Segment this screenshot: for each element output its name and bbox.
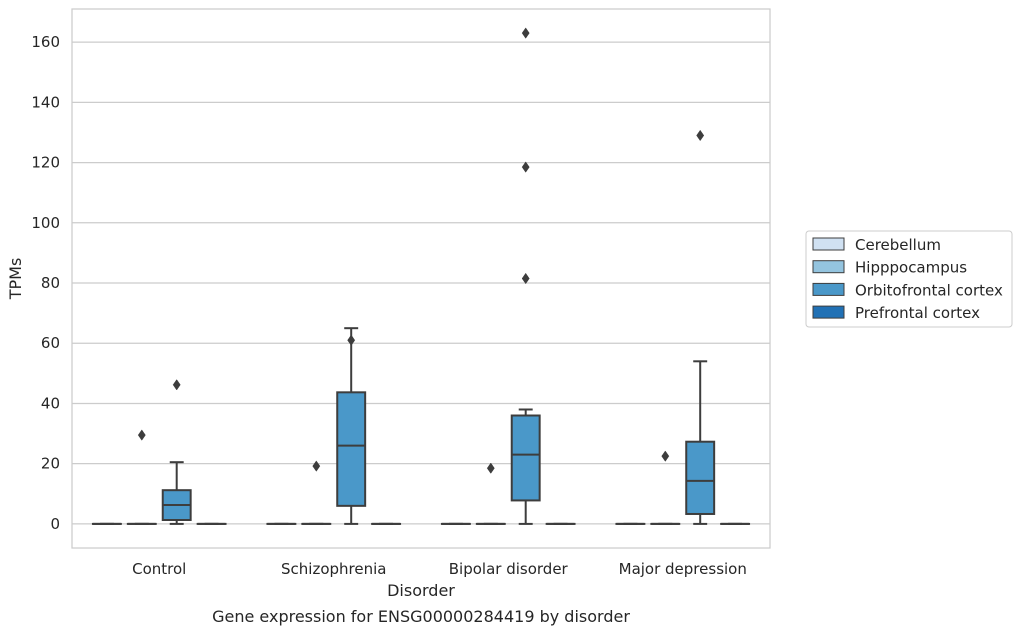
y-tick-label: 120 xyxy=(31,154,60,172)
box-0-1 xyxy=(126,429,157,525)
box-3-2 xyxy=(685,129,716,525)
outlier-point xyxy=(661,450,670,462)
y-tick-label: 100 xyxy=(31,214,60,232)
y-tick-label: 60 xyxy=(41,334,60,352)
legend-swatch xyxy=(812,260,845,274)
y-tick-label: 40 xyxy=(41,394,60,412)
outlier-point xyxy=(312,460,321,472)
outlier-point xyxy=(486,462,495,474)
outlier-point xyxy=(521,27,530,39)
legend-label: Orbitofrontal cortex xyxy=(855,281,1003,299)
box-body xyxy=(336,391,367,507)
gridlines xyxy=(72,41,770,525)
legend-swatch xyxy=(812,237,845,251)
box-0-2 xyxy=(161,379,192,525)
box-1-2 xyxy=(336,327,367,525)
chart-caption: Gene expression for ENSG00000284419 by d… xyxy=(212,607,630,626)
outlier-point xyxy=(137,429,146,441)
box-body xyxy=(510,414,541,502)
legend-frame xyxy=(805,230,1013,328)
x-tick-label: Major depression xyxy=(619,560,747,578)
x-axis-label: Disorder xyxy=(387,581,455,600)
x-tick-label: Control xyxy=(132,560,186,578)
plot-frame xyxy=(71,8,771,549)
y-axis-ticks: 0 20 40 60 80 100 120 140 160 xyxy=(31,33,60,533)
box-2-2 xyxy=(510,27,541,525)
legend-label: Hipppocampus xyxy=(855,259,967,277)
legend-label: Cerebellum xyxy=(855,236,941,254)
box-1-1 xyxy=(301,460,332,525)
y-tick-label: 0 xyxy=(50,515,60,533)
x-axis-ticks: Control Schizophrenia Bipolar disorder Majo… xyxy=(132,560,747,578)
box-3-1 xyxy=(650,450,681,525)
y-tick-label: 80 xyxy=(41,274,60,292)
outlier-point xyxy=(521,272,530,285)
legend-swatch xyxy=(812,305,845,319)
y-tick-label: 20 xyxy=(41,455,60,473)
box-plot-area xyxy=(91,27,751,525)
outlier-point xyxy=(347,334,356,346)
outlier-point xyxy=(521,161,530,173)
box-body xyxy=(685,440,716,515)
x-tick-label: Schizophrenia xyxy=(281,560,386,578)
y-tick-label: 160 xyxy=(31,33,60,51)
y-axis-label: TPMs xyxy=(6,258,25,301)
outlier-point xyxy=(696,129,705,142)
x-tick-label: Bipolar disorder xyxy=(449,560,569,578)
box-2-1 xyxy=(475,462,506,525)
legend-swatch xyxy=(812,282,845,296)
y-tick-label: 140 xyxy=(31,93,60,111)
legend-label: Prefrontal cortex xyxy=(855,304,980,322)
outlier-point xyxy=(172,379,181,391)
legend: Cerebellum Hipppocampus Orbitofrontal cort… xyxy=(805,230,1013,328)
